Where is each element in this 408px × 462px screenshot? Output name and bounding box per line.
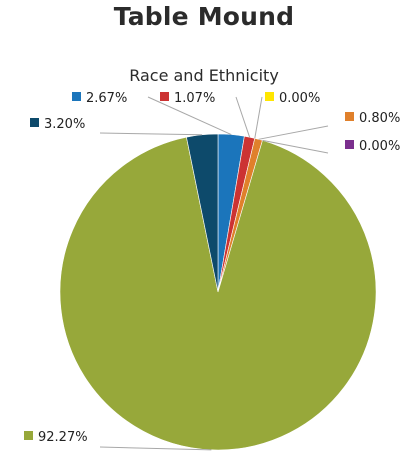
data-label-1: 2.67% (86, 91, 127, 106)
leader-line-4 (258, 125, 329, 140)
label-swatch-7 (30, 118, 39, 127)
leader-line-1 (147, 96, 232, 136)
data-label-3: 0.00% (279, 91, 320, 106)
label-swatch-6 (24, 431, 33, 440)
leader-line-6 (99, 446, 212, 451)
data-label-6: 92.27% (38, 430, 88, 445)
data-label-2: 1.07% (174, 91, 215, 106)
leader-line-2 (235, 96, 251, 138)
leader-line-7 (99, 132, 203, 136)
label-swatch-5 (345, 140, 354, 149)
data-label-5: 0.00% (359, 139, 400, 154)
pie-slice-7 (186, 133, 219, 293)
label-swatch-3 (265, 92, 274, 101)
data-label-7: 3.20% (44, 117, 85, 132)
leader-line-3 (254, 96, 263, 139)
chart-title: Race and Ethnicity (129, 66, 279, 85)
data-label-4: 0.80% (359, 111, 400, 126)
label-swatch-2 (160, 92, 169, 101)
label-swatch-4 (345, 112, 354, 121)
page-title: Table Mound (113, 2, 295, 31)
leader-line-5 (262, 139, 329, 154)
label-swatch-1 (72, 92, 81, 101)
